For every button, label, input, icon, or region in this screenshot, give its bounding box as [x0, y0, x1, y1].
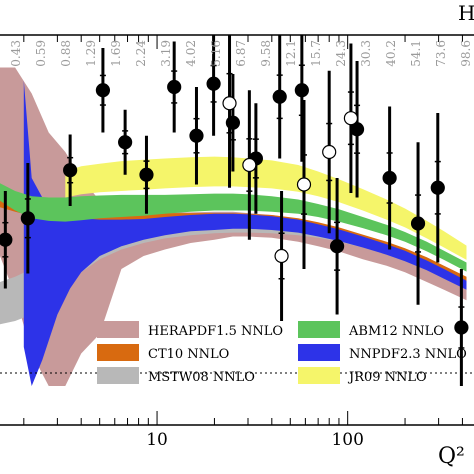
data-point-open-4	[322, 70, 337, 234]
legend-swatch-nnpdf2-3-nnlo	[298, 344, 340, 361]
data-point-open-2	[274, 191, 289, 321]
data-point-filled-11	[272, 35, 287, 159]
top-label-0: 0.43	[9, 40, 23, 67]
pdf-bands	[0, 67, 467, 386]
marker	[206, 76, 221, 91]
data-point-filled-8	[206, 35, 221, 136]
marker	[322, 144, 337, 160]
marker	[118, 135, 133, 150]
marker	[294, 83, 309, 98]
legend-swatch-jr09-nnlo	[298, 367, 340, 384]
marker	[430, 180, 445, 195]
data-points	[0, 35, 469, 386]
data-point-filled-4	[118, 109, 133, 175]
top-label-2: 0.88	[59, 40, 73, 67]
marker	[454, 320, 469, 335]
top-label-8: 5.16	[209, 40, 223, 67]
top-q2-labels: 0.43 0.59 0.88 1.29 1.69 2.24 3.19 4.02 5.16 6.87…	[9, 40, 473, 67]
top-label-1: 0.59	[34, 40, 48, 67]
data-point-filled-13	[329, 178, 345, 315]
marker	[382, 170, 397, 186]
data-point-filled-14	[349, 61, 365, 198]
marker	[63, 163, 78, 178]
data-point-filled-7	[189, 87, 204, 185]
chart-title: H1 Collab	[458, 1, 474, 25]
legend-swatch-ct10-nnlo	[97, 344, 139, 361]
top-label-9: 6.87	[234, 40, 248, 67]
top-label-11: 12.1	[284, 40, 298, 67]
data-point-filled-18	[454, 269, 469, 386]
data-point-filled-1	[20, 163, 35, 274]
marker	[272, 89, 287, 104]
top-label-13: 24.3	[334, 40, 348, 67]
plot-frame: 10 100	[0, 34, 474, 450]
data-point-filled-3	[95, 48, 111, 133]
top-label-16: 54.1	[409, 40, 423, 67]
data-point-open-5	[343, 43, 359, 193]
marker	[242, 157, 257, 173]
legend-swatch-mstw08-nnlo	[97, 367, 139, 384]
x-tick-label-10: 10	[146, 430, 168, 450]
legend-swatch-herapdf1-5-nnlo	[97, 321, 139, 338]
band-abm12-nnlo	[0, 183, 467, 272]
data-point-filled-2	[63, 134, 78, 206]
legend-swatch-abm12-nnlo	[298, 321, 340, 338]
marker	[274, 248, 289, 264]
legend-label-mstw08-nnlo: MSTW08 NNLO	[148, 370, 255, 385]
data-point-open-3	[296, 100, 312, 269]
x-axis-label: Q²	[438, 444, 465, 469]
marker	[167, 79, 182, 95]
data-point-open-0	[222, 35, 237, 188]
marker	[296, 177, 312, 192]
legend-label-ct10-nnlo: CT10 NNLO	[148, 347, 229, 362]
legend-label-herapdf1-5-nnlo: HERAPDF1.5 NNLO	[148, 324, 283, 339]
legend: HERAPDF1.5 NNLO ABM12 NNLO CT10 NNLO NNPDF2…	[97, 321, 467, 385]
data-point-filled-6	[167, 41, 182, 133]
legend-label-jr09-nnlo: JR09 NNLO	[347, 370, 427, 385]
marker	[95, 83, 111, 98]
data-point-filled-0	[0, 191, 13, 289]
band-jr09-nnlo	[65, 156, 467, 260]
top-label-15: 40.2	[384, 40, 398, 67]
x-tick-label-100: 100	[331, 430, 363, 450]
data-point-filled-16	[410, 142, 426, 305]
top-label-4: 1.69	[109, 40, 123, 67]
top-label-6: 3.19	[159, 40, 173, 67]
marker	[0, 232, 13, 247]
marker	[329, 239, 345, 254]
data-point-filled-5	[139, 135, 154, 214]
marker	[222, 96, 237, 111]
data-point-filled-12	[294, 35, 309, 162]
top-label-17: 73.6	[434, 40, 448, 67]
top-label-14: 30.3	[359, 40, 373, 67]
marker	[343, 111, 359, 126]
band-nnpdf2-3-nnlo	[23, 80, 467, 386]
top-label-3: 1.29	[84, 40, 98, 67]
band-ct10-nnlo	[0, 197, 467, 284]
marker	[189, 128, 204, 143]
legend-label-abm12-nnlo: ABM12 NNLO	[348, 324, 444, 339]
top-label-12: 15.7	[309, 40, 323, 67]
marker	[410, 216, 426, 231]
top-label-18: 98.6	[459, 40, 473, 67]
marker	[20, 211, 35, 226]
top-label-7: 4.02	[184, 40, 198, 67]
data-point-filled-17	[430, 113, 445, 263]
data-point-open-1	[242, 90, 257, 240]
top-label-5: 2.24	[134, 40, 148, 67]
legend-label-nnpdf2-3-nnlo: NNPDF2.3 NNLO	[349, 347, 467, 362]
top-label-10: 9.58	[259, 40, 273, 67]
marker	[139, 167, 154, 182]
data-point-filled-15	[382, 106, 397, 250]
